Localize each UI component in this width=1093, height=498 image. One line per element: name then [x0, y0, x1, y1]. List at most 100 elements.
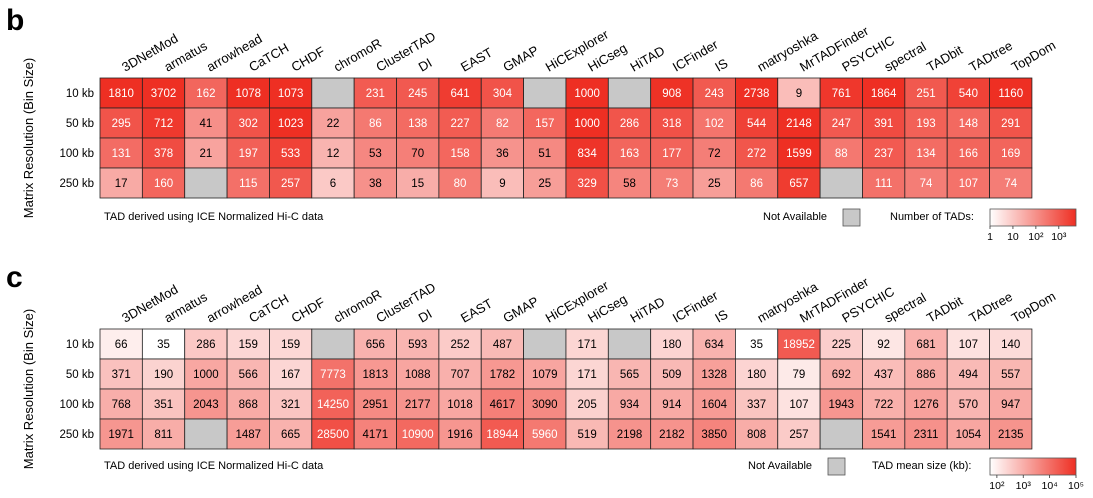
cell-value-label: 337 [747, 399, 766, 411]
cell-value-label: 86 [750, 178, 763, 190]
heatmap-cell [184, 388, 228, 420]
heatmap-cell [226, 358, 270, 390]
cell-value-label: 3090 [532, 399, 558, 411]
heatmap-cell [565, 137, 609, 169]
missing-legend-label: Not Available [748, 460, 812, 472]
panel-label: c [6, 261, 23, 294]
cell-value-label: 934 [620, 399, 640, 411]
cell-value-label: 70 [411, 148, 424, 160]
cell-value-label: 557 [1001, 369, 1020, 381]
heatmap-cell [819, 328, 863, 360]
cell-value-label: 58 [623, 178, 636, 190]
column-label: DI [416, 55, 435, 74]
cell-value-label: 1000 [574, 88, 600, 100]
cell-value-label: 74 [920, 178, 933, 190]
heatmap-cell [735, 167, 779, 199]
heatmap-cell [184, 328, 228, 360]
color-legend-tick-label: 1 [987, 231, 993, 243]
cell-value-label: 886 [916, 369, 935, 381]
missing-legend-swatch [827, 457, 846, 476]
heatmap-cell [692, 328, 736, 360]
heatmap-cell-missing [607, 77, 652, 109]
cell-value-label: 1599 [786, 148, 812, 160]
heatmap-cell [819, 358, 863, 390]
color-legend-bar [989, 208, 1077, 227]
heatmap-cell [989, 107, 1033, 139]
heatmap-cell [269, 107, 313, 139]
cell-value-label: 1604 [701, 399, 727, 411]
color-legend-title: Number of TADs: [890, 211, 974, 223]
cell-value-label: 509 [662, 369, 681, 381]
heatmap-cell [311, 388, 355, 420]
cell-value-label: 947 [1001, 399, 1020, 411]
heatmap-cell [735, 328, 779, 360]
heatmap-cell [226, 388, 270, 420]
heatmap-cell [650, 107, 694, 139]
heatmap-cell [989, 358, 1033, 390]
cell-value-label: 868 [239, 399, 258, 411]
heatmap-cell [523, 388, 567, 420]
cell-value-label: 134 [916, 148, 936, 160]
cell-value-label: 5960 [532, 429, 558, 441]
cell-value-label: 15 [411, 178, 424, 190]
heatmap-cell-missing [184, 167, 228, 199]
cell-value-label: 321 [281, 399, 300, 411]
cell-value-label: 641 [450, 88, 469, 100]
heatmap-cell [989, 167, 1033, 199]
heatmap-cell [650, 328, 694, 360]
column-label: GMAP [500, 42, 541, 74]
cell-value-label: 533 [281, 148, 300, 160]
cell-value-label: 10900 [402, 429, 434, 441]
heatmap-cell [904, 167, 948, 199]
cell-value-label: 1000 [193, 369, 219, 381]
heatmap-cell [523, 358, 567, 390]
cell-value-label: 107 [959, 339, 978, 351]
heatmap-cell [99, 328, 143, 360]
heatmap-cell [650, 137, 694, 169]
heatmap-cell-missing [819, 418, 863, 450]
heatmap-cell [735, 418, 779, 450]
heatmap-cell-missing [523, 77, 567, 109]
heatmap-cell [269, 328, 313, 360]
cell-value-label: 681 [916, 339, 935, 351]
column-label: DI [416, 306, 435, 325]
cell-value-label: 707 [450, 369, 469, 381]
cell-value-label: 22 [327, 118, 340, 130]
cell-value-label: 378 [154, 148, 173, 160]
cell-value-label: 92 [877, 339, 890, 351]
heatmap-cell [819, 107, 863, 139]
cell-value-label: 28500 [317, 429, 349, 441]
cell-value-label: 18944 [486, 429, 519, 441]
cell-value-label: 160 [154, 178, 173, 190]
column-label: CHDF [289, 295, 328, 326]
heatmap-cell [353, 388, 397, 420]
color-legend-bar [989, 457, 1077, 476]
heatmap-cell-missing [311, 77, 355, 109]
heatmap-cell [396, 107, 440, 139]
cell-value-label: 286 [196, 339, 215, 351]
cell-value-label: 1864 [871, 88, 897, 100]
cell-value-label: 295 [112, 118, 131, 130]
heatmap-cell [862, 167, 906, 199]
row-label: 100 kb [59, 399, 94, 411]
cell-value-label: 811 [154, 429, 172, 441]
cell-value-label: 1971 [108, 429, 134, 441]
cell-value-label: 9 [796, 88, 802, 100]
y-axis-label: Matrix Resolution (Bin Size) [21, 309, 36, 469]
cell-value-label: 41 [200, 118, 213, 130]
cell-value-label: 1000 [574, 118, 600, 130]
cell-value-label: 111 [875, 178, 892, 190]
cell-value-label: 1328 [701, 369, 727, 381]
cell-value-label: 1487 [235, 429, 261, 441]
heatmap-cell [989, 388, 1033, 420]
cell-value-label: 494 [959, 369, 979, 381]
heatmap-cell [565, 388, 609, 420]
cell-value-label: 1782 [490, 369, 516, 381]
heatmap-cell [480, 328, 524, 360]
footnote: TAD derived using ICE Normalized Hi-C da… [104, 460, 324, 472]
heatmap-cell [523, 107, 567, 139]
heatmap-cell [311, 418, 355, 450]
column-label: chromoR [331, 35, 384, 74]
heatmap-cell [862, 137, 906, 169]
heatmap-cell [438, 328, 482, 360]
